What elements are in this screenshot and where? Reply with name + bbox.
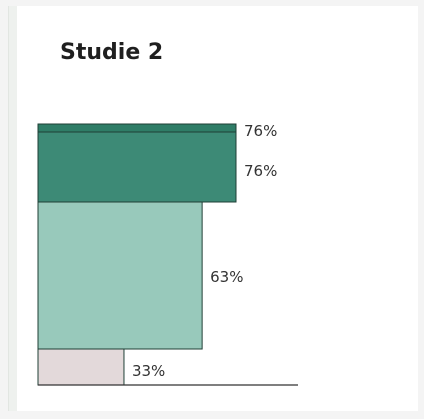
bar-2 <box>37 131 237 203</box>
labels-group: 33% 63% 76% 76% <box>132 122 277 380</box>
bars-group <box>37 123 237 386</box>
bar-3 <box>37 123 237 133</box>
bar-1 <box>37 201 203 350</box>
bar-0 <box>37 348 125 386</box>
panel-left-border <box>8 6 17 411</box>
bar-label-0: 33% <box>132 362 165 380</box>
bar-label-1: 63% <box>210 268 243 286</box>
chart-title: Studie 2 <box>60 40 164 65</box>
bar-label-2: 76% <box>244 162 277 180</box>
bar-label-3: 76% <box>244 122 277 140</box>
